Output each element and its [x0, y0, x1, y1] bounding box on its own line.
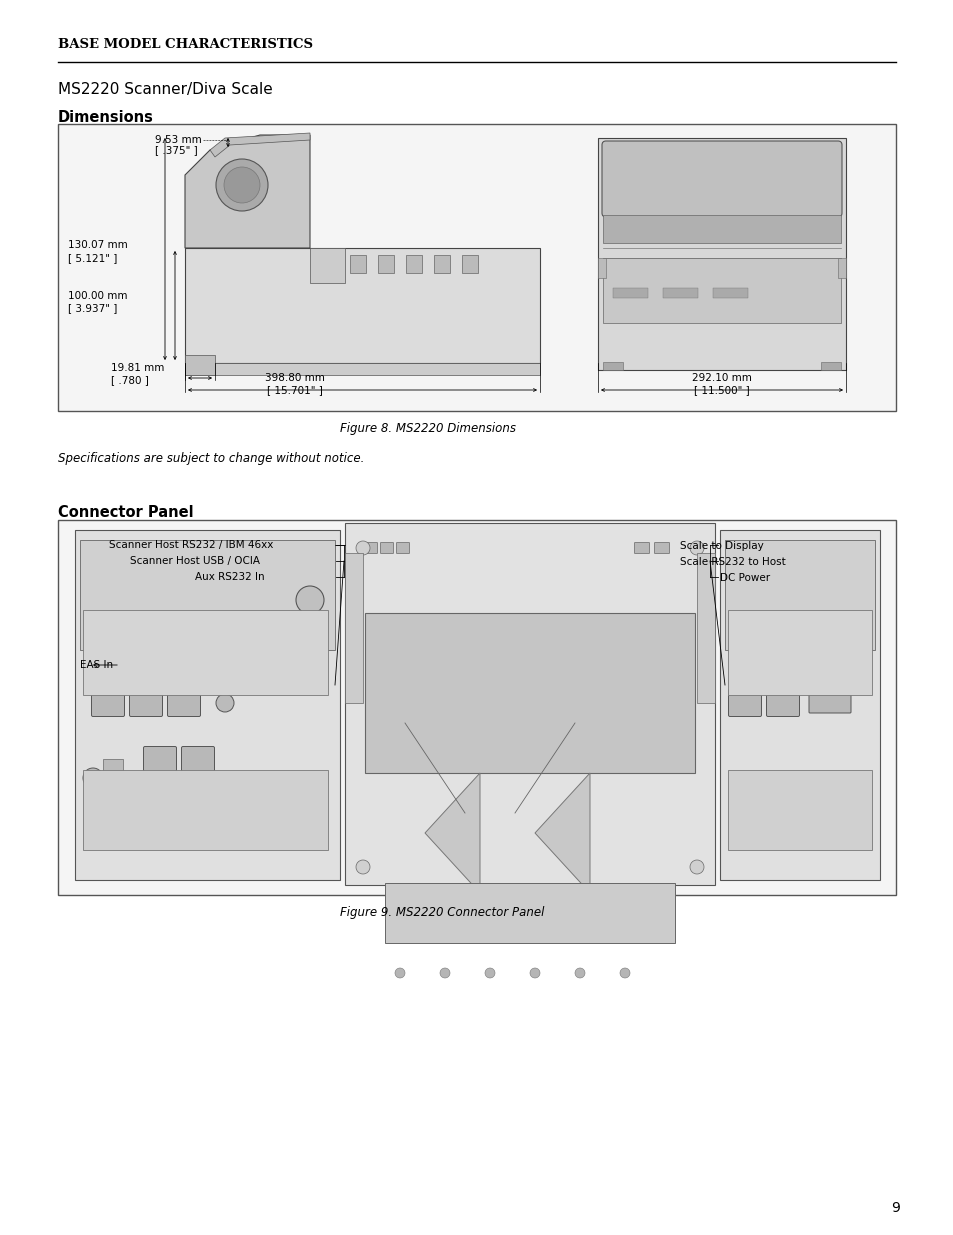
Text: 130.07 mm: 130.07 mm	[68, 240, 128, 249]
FancyBboxPatch shape	[364, 542, 377, 553]
Bar	[712, 288, 747, 298]
Circle shape	[689, 541, 703, 555]
Bar	[821, 362, 841, 370]
FancyBboxPatch shape	[765, 689, 799, 716]
Polygon shape	[210, 133, 310, 157]
Circle shape	[439, 968, 450, 978]
Circle shape	[295, 816, 324, 844]
Bar	[385, 883, 675, 944]
Bar	[83, 610, 328, 695]
Bar	[406, 254, 421, 273]
Text: [ .780 ]: [ .780 ]	[111, 375, 149, 385]
Circle shape	[835, 816, 863, 844]
Text: Figure 9. MS2220 Connector Panel: Figure 9. MS2220 Connector Panel	[339, 906, 544, 919]
Circle shape	[215, 159, 268, 211]
Bar	[80, 540, 335, 650]
FancyBboxPatch shape	[130, 689, 162, 716]
Bar	[697, 553, 714, 703]
FancyBboxPatch shape	[601, 141, 841, 217]
Bar	[727, 610, 871, 695]
Circle shape	[83, 768, 103, 788]
Bar	[75, 530, 339, 881]
Text: 100.00 mm: 100.00 mm	[68, 291, 128, 301]
Bar	[185, 248, 539, 363]
Text: [ .375" ]: [ .375" ]	[154, 144, 197, 156]
FancyBboxPatch shape	[654, 542, 669, 553]
Bar	[662, 288, 698, 298]
Text: 292.10 mm: 292.10 mm	[691, 373, 751, 383]
Text: [ 15.701" ]: [ 15.701" ]	[267, 385, 323, 395]
Bar	[720, 530, 879, 881]
Bar	[434, 254, 450, 273]
Text: Connector Panel: Connector Panel	[58, 505, 193, 520]
Text: Scale RS232 to Host: Scale RS232 to Host	[679, 557, 785, 567]
Bar	[310, 248, 345, 283]
Polygon shape	[424, 773, 479, 893]
Circle shape	[484, 968, 495, 978]
Bar	[837, 258, 845, 278]
Circle shape	[395, 968, 405, 978]
Text: 9: 9	[890, 1200, 899, 1215]
Circle shape	[689, 860, 703, 874]
Bar	[345, 522, 714, 885]
Bar	[58, 124, 895, 411]
Text: 19.81 mm: 19.81 mm	[111, 363, 164, 373]
Text: DC Power: DC Power	[720, 573, 769, 583]
Bar	[602, 362, 622, 370]
Bar	[724, 540, 874, 650]
Text: Specifications are subject to change without notice.: Specifications are subject to change wit…	[58, 452, 364, 466]
Polygon shape	[185, 135, 310, 248]
Bar	[727, 769, 871, 850]
Text: Scanner Host RS232 / IBM 46xx: Scanner Host RS232 / IBM 46xx	[109, 540, 274, 550]
FancyBboxPatch shape	[380, 542, 393, 553]
Bar	[598, 138, 845, 370]
Bar	[350, 254, 366, 273]
Text: [ 5.121" ]: [ 5.121" ]	[68, 253, 117, 263]
Text: MS2220 Scanner/Diva Scale: MS2220 Scanner/Diva Scale	[58, 82, 273, 98]
Circle shape	[619, 968, 629, 978]
Circle shape	[575, 968, 584, 978]
Bar	[83, 769, 328, 850]
Bar	[185, 354, 214, 375]
Bar	[602, 258, 841, 324]
Text: Scanner Host USB / OCIA: Scanner Host USB / OCIA	[130, 556, 260, 566]
Text: Dimensions: Dimensions	[58, 110, 153, 125]
Circle shape	[835, 585, 863, 614]
Polygon shape	[535, 773, 589, 893]
Bar	[58, 520, 895, 895]
Text: Aux RS232 In: Aux RS232 In	[194, 572, 264, 582]
Text: [ 11.500" ]: [ 11.500" ]	[694, 385, 749, 395]
Text: [ 3.937" ]: [ 3.937" ]	[68, 303, 117, 312]
Circle shape	[215, 694, 233, 713]
Bar	[602, 215, 841, 243]
FancyBboxPatch shape	[168, 689, 200, 716]
FancyBboxPatch shape	[181, 746, 214, 772]
Circle shape	[530, 968, 539, 978]
FancyBboxPatch shape	[143, 746, 176, 772]
Circle shape	[295, 585, 324, 614]
Bar	[598, 258, 605, 278]
Text: Scale to Display: Scale to Display	[679, 541, 763, 551]
Text: Figure 8. MS2220 Dimensions: Figure 8. MS2220 Dimensions	[339, 422, 516, 435]
Bar	[103, 760, 123, 774]
FancyBboxPatch shape	[396, 542, 409, 553]
Circle shape	[355, 541, 370, 555]
Circle shape	[224, 167, 260, 203]
Text: BASE MODEL CHARACTERISTICS: BASE MODEL CHARACTERISTICS	[58, 38, 313, 51]
Bar	[461, 254, 477, 273]
Text: EAS In: EAS In	[80, 659, 113, 671]
Text: 9.53 mm: 9.53 mm	[154, 135, 201, 144]
FancyBboxPatch shape	[91, 689, 125, 716]
FancyBboxPatch shape	[634, 542, 649, 553]
Bar	[345, 553, 363, 703]
Circle shape	[355, 860, 370, 874]
Bar	[613, 288, 647, 298]
FancyBboxPatch shape	[808, 689, 850, 713]
Text: 398.80 mm: 398.80 mm	[265, 373, 325, 383]
Bar	[185, 363, 539, 375]
Bar	[365, 613, 695, 773]
FancyBboxPatch shape	[728, 689, 760, 716]
Bar	[377, 254, 394, 273]
